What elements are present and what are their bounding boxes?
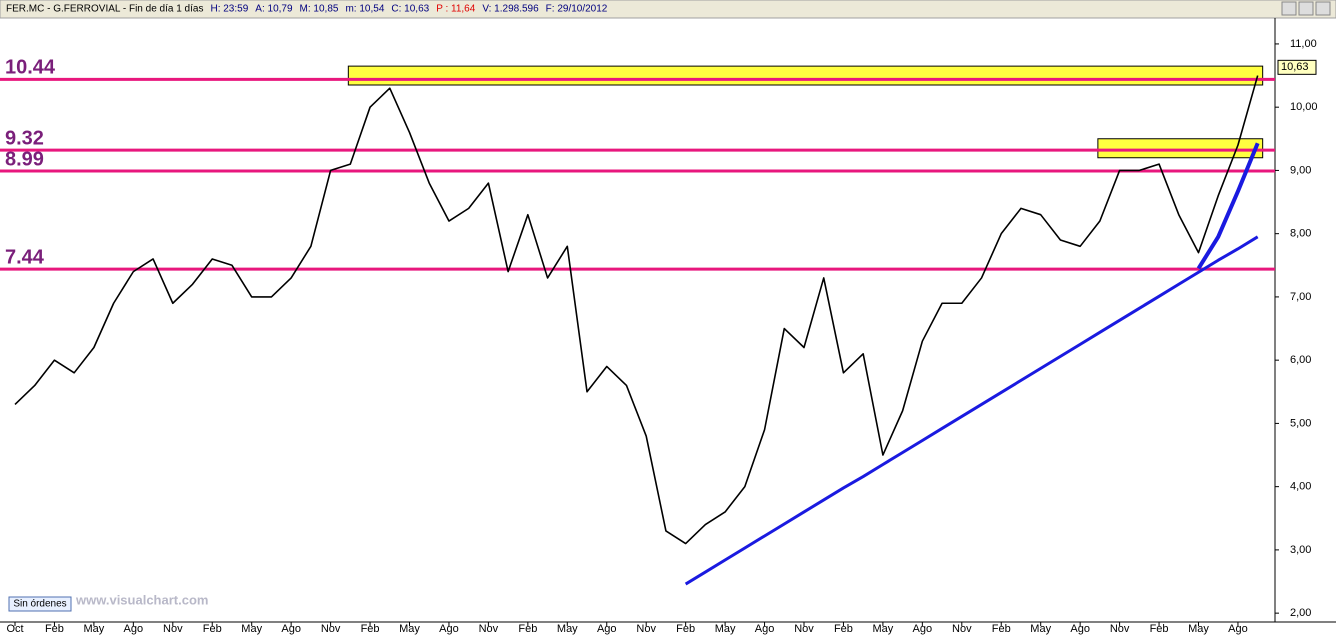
level-label: 10.44 (5, 57, 56, 79)
trend-line (1196, 142, 1260, 270)
header-bar (0, 0, 1336, 19)
x-tick-label: May (557, 623, 578, 635)
x-tick-label: Feb (518, 623, 537, 635)
y-tick-label: 8,00 (1290, 228, 1311, 240)
x-tick-label: May (84, 623, 105, 635)
x-tick-label: May (399, 623, 420, 635)
header-field: FER.MC - G.FERROVIAL - Fin de día 1 días (6, 4, 203, 15)
x-tick-label: Ago (755, 623, 775, 635)
x-tick-label: Ago (124, 623, 144, 635)
x-tick-label: May (1030, 623, 1051, 635)
x-tick-label: Feb (676, 623, 695, 635)
x-tick-label: Nov (321, 623, 341, 635)
x-tick-label: Ago (913, 623, 933, 635)
header-field: V: 1.298.596 (482, 4, 539, 15)
price-line (14, 75, 1259, 545)
header-field: m: 10,54 (345, 4, 384, 15)
x-tick-label: May (241, 623, 262, 635)
x-tick-label: Ago (281, 623, 301, 635)
x-tick-label: Oct (6, 623, 23, 635)
last-price-label: 10,63 (1281, 61, 1309, 73)
header-field: F: 29/10/2012 (546, 4, 608, 15)
x-tick-label: May (873, 623, 894, 635)
close-button[interactable] (1315, 1, 1331, 16)
x-tick-label: Feb (834, 623, 853, 635)
last-price-box (1277, 59, 1317, 75)
x-tick-label: Nov (636, 623, 656, 635)
x-tick-label: Ago (1070, 623, 1090, 635)
header-field: C: 10,63 (391, 4, 429, 15)
y-tick-label: 2,00 (1290, 607, 1311, 619)
x-tick-label: Ago (597, 623, 617, 635)
x-tick-label: Nov (952, 623, 972, 635)
x-tick-label: Feb (203, 623, 222, 635)
header-field: A: 10,79 (255, 4, 293, 15)
x-tick-label: Feb (1150, 623, 1169, 635)
watermark: www.visualchart.com (75, 592, 208, 607)
x-tick-label: May (1188, 623, 1209, 635)
trend-line (684, 235, 1259, 586)
x-tick-label: Nov (163, 623, 183, 635)
header-field: M: 10,85 (300, 4, 339, 15)
maximize-button[interactable] (1298, 1, 1314, 16)
x-tick-label: May (715, 623, 736, 635)
x-tick-label: Feb (45, 623, 64, 635)
y-tick-label: 7,00 (1290, 291, 1311, 303)
x-tick-label: Feb (992, 623, 1011, 635)
level-label: 7.44 (5, 246, 45, 268)
y-tick-label: 4,00 (1290, 481, 1311, 493)
x-tick-label: Nov (479, 623, 499, 635)
x-tick-label: Nov (1110, 623, 1130, 635)
x-tick-label: Feb (361, 623, 380, 635)
window-buttons[interactable] (1281, 1, 1331, 16)
level-label: 9.32 (5, 127, 44, 149)
x-tick-label: Ago (439, 623, 459, 635)
y-tick-label: 3,00 (1290, 544, 1311, 556)
minimize-button[interactable] (1281, 1, 1297, 16)
level-label: 8.99 (5, 148, 44, 170)
status-box[interactable] (8, 596, 72, 612)
y-tick-label: 10,00 (1290, 101, 1318, 113)
x-tick-label: Ago (1228, 623, 1248, 635)
y-tick-label: 6,00 (1290, 354, 1311, 366)
y-tick-label: 11,00 (1290, 38, 1317, 50)
zone (347, 65, 1264, 86)
y-tick-label: 5,00 (1290, 417, 1311, 429)
header-field: H: 23:59 (210, 4, 248, 15)
x-tick-label: Nov (794, 623, 814, 635)
header-field: P : 11,64 (436, 4, 476, 15)
y-tick-label: 9,00 (1290, 164, 1311, 176)
status-text: Sin órdenes (13, 599, 66, 610)
zone (1097, 138, 1264, 159)
